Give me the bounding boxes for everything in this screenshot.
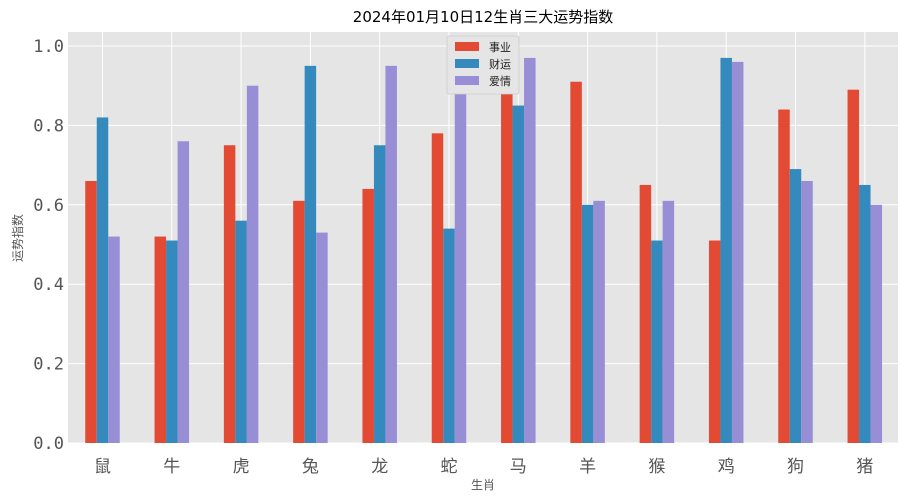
x-tick-label: 鼠 <box>94 457 111 477</box>
bars <box>85 57 883 444</box>
bar-事业-马 <box>501 93 513 443</box>
legend-label: 爱情 <box>489 75 511 88</box>
bar-财运-猪 <box>859 184 871 443</box>
bar-事业-鼠 <box>85 180 97 444</box>
x-tick-label: 马 <box>510 457 527 477</box>
x-axis-label: 生肖 <box>471 478 495 492</box>
x-tick-label: 牛 <box>163 457 180 477</box>
bar-爱情-虎 <box>246 85 259 443</box>
bar-财运-鼠 <box>96 117 109 444</box>
x-tick-label: 狗 <box>787 457 804 477</box>
y-tick-label: 0.2 <box>33 355 64 375</box>
bar-财运-龙 <box>373 145 386 443</box>
y-tick-label: 1.0 <box>33 37 64 57</box>
bar-事业-龙 <box>362 188 374 443</box>
y-tick-labels: 0.0 0.2 0.4 0.6 0.8 1.0 <box>33 37 64 454</box>
bar-财运-鸡 <box>720 57 732 443</box>
y-tick-label: 0.0 <box>33 434 64 454</box>
bar-事业-狗 <box>778 109 790 444</box>
x-tick-label: 猪 <box>856 457 873 477</box>
x-tick-labels: 鼠牛虎兔龙蛇马羊猴鸡狗猪 <box>94 457 873 477</box>
y-tick-label: 0.4 <box>33 275 64 295</box>
bar-事业-兔 <box>293 200 305 443</box>
x-tick-label: 龙 <box>371 457 388 477</box>
x-tick-label: 羊 <box>579 457 596 477</box>
bar-爱情-蛇 <box>454 93 467 443</box>
legend-swatch <box>455 42 479 51</box>
bar-爱情-龙 <box>385 65 397 443</box>
y-axis-label: 运势指数 <box>10 214 25 262</box>
plot-area <box>68 32 898 443</box>
bar-爱情-鼠 <box>108 236 120 443</box>
bar-爱情-猴 <box>662 200 675 443</box>
bar-事业-猴 <box>639 184 652 443</box>
bar-事业-猪 <box>847 89 860 444</box>
legend-label: 财运 <box>489 57 511 71</box>
bar-事业-鸡 <box>708 240 721 443</box>
bar-财运-牛 <box>166 240 178 443</box>
bar-事业-羊 <box>570 81 582 443</box>
x-tick-label: 蛇 <box>441 457 458 477</box>
bar-事业-牛 <box>154 236 167 443</box>
legend-swatch <box>455 59 479 68</box>
bar-爱情-牛 <box>177 141 190 443</box>
x-tick-label: 兔 <box>302 457 319 477</box>
bar-爱情-猪 <box>870 204 883 443</box>
bar-财运-马 <box>512 105 525 444</box>
bar-爱情-兔 <box>316 232 328 443</box>
chart-title: 2024年01月10日12生肖三大运势指数 <box>353 8 613 26</box>
bar-事业-蛇 <box>431 133 444 443</box>
y-tick-label: 0.8 <box>33 116 64 136</box>
x-tick-label: 猴 <box>648 457 665 477</box>
legend-label: 事业 <box>489 41 511 54</box>
legend-swatch <box>455 76 479 85</box>
bar-财运-猴 <box>651 240 663 443</box>
bar-爱情-鸡 <box>731 61 744 443</box>
x-tick-label: 鸡 <box>718 457 735 477</box>
bar-财运-狗 <box>789 169 802 443</box>
bar-财运-蛇 <box>443 228 455 443</box>
bar-爱情-狗 <box>801 180 813 444</box>
bar-财运-兔 <box>304 65 317 443</box>
bar-事业-虎 <box>223 145 236 443</box>
x-tick-label: 虎 <box>233 457 250 477</box>
y-tick-label: 0.6 <box>33 196 64 216</box>
bar-财运-虎 <box>235 220 247 443</box>
bar-爱情-马 <box>524 57 536 443</box>
bar-爱情-羊 <box>593 200 605 443</box>
bar-财运-羊 <box>581 204 594 443</box>
